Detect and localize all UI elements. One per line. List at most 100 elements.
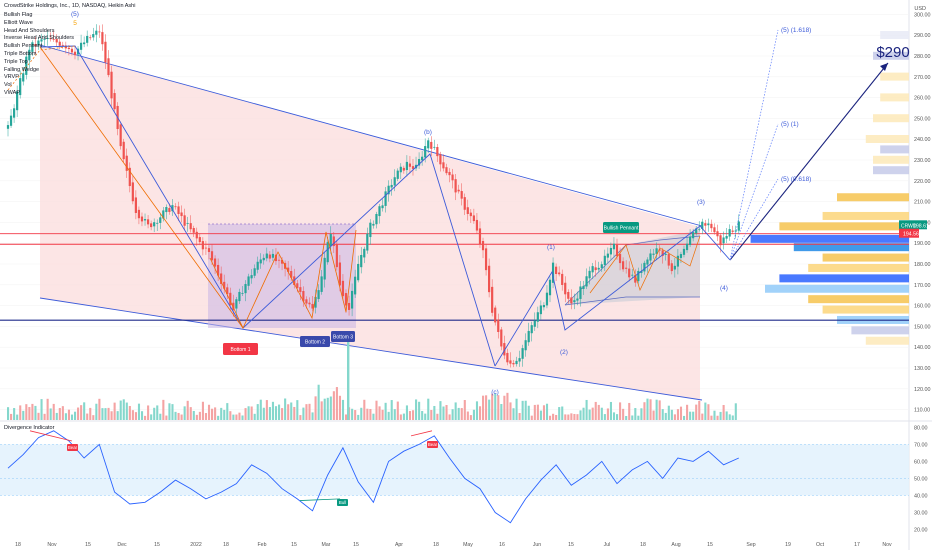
candle[interactable]: [113, 93, 116, 110]
candle[interactable]: [710, 223, 713, 229]
candle[interactable]: [558, 272, 561, 275]
candle[interactable]: [457, 189, 460, 192]
candle[interactable]: [341, 280, 345, 297]
candle[interactable]: [494, 307, 497, 323]
candle[interactable]: [411, 166, 415, 169]
candle[interactable]: [137, 209, 141, 219]
candle[interactable]: [594, 267, 597, 271]
candle[interactable]: [156, 222, 159, 224]
elliott-12345[interactable]: [494, 225, 731, 367]
candle[interactable]: [274, 254, 278, 262]
pattern-label-box[interactable]: [331, 331, 355, 342]
candle[interactable]: [250, 275, 253, 279]
candle[interactable]: [585, 276, 588, 287]
candle[interactable]: [600, 264, 603, 269]
candle[interactable]: [679, 254, 683, 258]
candle[interactable]: [658, 249, 661, 251]
candle[interactable]: [396, 170, 399, 179]
candle[interactable]: [609, 247, 613, 255]
candle[interactable]: [277, 259, 281, 261]
candle[interactable]: [204, 247, 208, 249]
candle[interactable]: [460, 191, 463, 199]
candle[interactable]: [168, 208, 171, 212]
divergence-badge[interactable]: [427, 441, 438, 448]
pattern-label-box[interactable]: [300, 336, 330, 347]
candle[interactable]: [491, 286, 494, 313]
candle[interactable]: [58, 41, 61, 46]
candle[interactable]: [19, 78, 22, 96]
candle[interactable]: [280, 259, 284, 264]
candle[interactable]: [606, 253, 609, 258]
candle[interactable]: [12, 108, 16, 118]
candle[interactable]: [6, 125, 10, 129]
candle[interactable]: [259, 259, 262, 264]
candle[interactable]: [500, 329, 503, 347]
candle[interactable]: [618, 253, 622, 264]
indicator-item[interactable]: Inverse Head And Shoulders: [4, 35, 75, 42]
candle[interactable]: [271, 253, 275, 258]
indicator-item[interactable]: Triple Bottom: [4, 50, 37, 57]
candle[interactable]: [55, 39, 58, 43]
candle[interactable]: [652, 253, 655, 255]
candle[interactable]: [625, 267, 628, 269]
candle[interactable]: [220, 273, 223, 284]
candle[interactable]: [347, 302, 351, 310]
candle[interactable]: [384, 191, 387, 206]
candle[interactable]: [527, 330, 530, 343]
candle[interactable]: [591, 266, 594, 273]
indicator-item[interactable]: VRVP: [4, 74, 19, 81]
candle[interactable]: [174, 206, 177, 208]
candle[interactable]: [533, 320, 536, 327]
candle[interactable]: [344, 293, 348, 306]
candle[interactable]: [134, 197, 137, 213]
candle[interactable]: [637, 270, 640, 282]
candle[interactable]: [98, 31, 101, 33]
candle[interactable]: [621, 261, 625, 270]
candle[interactable]: [664, 253, 667, 255]
candle[interactable]: [478, 228, 482, 245]
target-arrow-line[interactable]: [729, 62, 889, 261]
candle[interactable]: [634, 274, 637, 283]
candle[interactable]: [603, 255, 606, 266]
candle[interactable]: [265, 253, 268, 259]
candle[interactable]: [305, 299, 308, 304]
candle[interactable]: [159, 217, 162, 223]
candle[interactable]: [22, 73, 25, 82]
candle[interactable]: [564, 282, 567, 295]
candle[interactable]: [332, 236, 335, 247]
candle[interactable]: [667, 254, 670, 266]
pattern-label-box[interactable]: [603, 222, 639, 233]
candle[interactable]: [366, 233, 369, 251]
candle[interactable]: [131, 182, 134, 202]
candle[interactable]: [73, 51, 77, 56]
candle[interactable]: [421, 156, 424, 161]
candle[interactable]: [46, 37, 49, 40]
candle[interactable]: [481, 241, 485, 251]
candle[interactable]: [201, 241, 204, 250]
indicator-item[interactable]: Elliott Wave: [4, 19, 33, 26]
candle[interactable]: [631, 274, 634, 276]
candle[interactable]: [357, 263, 360, 281]
candle[interactable]: [16, 91, 19, 111]
candle[interactable]: [256, 261, 259, 270]
candle[interactable]: [676, 255, 679, 267]
candle[interactable]: [542, 304, 546, 308]
candle[interactable]: [399, 166, 402, 173]
candle[interactable]: [497, 319, 500, 332]
candle[interactable]: [555, 266, 558, 274]
price-axis-label[interactable]: [899, 228, 919, 238]
candle[interactable]: [713, 227, 716, 233]
candle[interactable]: [314, 296, 317, 308]
candle[interactable]: [89, 37, 92, 39]
candle[interactable]: [92, 34, 95, 38]
candle[interactable]: [448, 171, 451, 176]
candle[interactable]: [488, 265, 491, 293]
candle[interactable]: [171, 205, 174, 212]
indicator-item[interactable]: VWAP: [4, 89, 20, 96]
candle[interactable]: [731, 230, 734, 232]
candle[interactable]: [387, 185, 390, 195]
candle[interactable]: [673, 265, 676, 270]
candle[interactable]: [521, 348, 524, 359]
candle[interactable]: [597, 267, 600, 270]
